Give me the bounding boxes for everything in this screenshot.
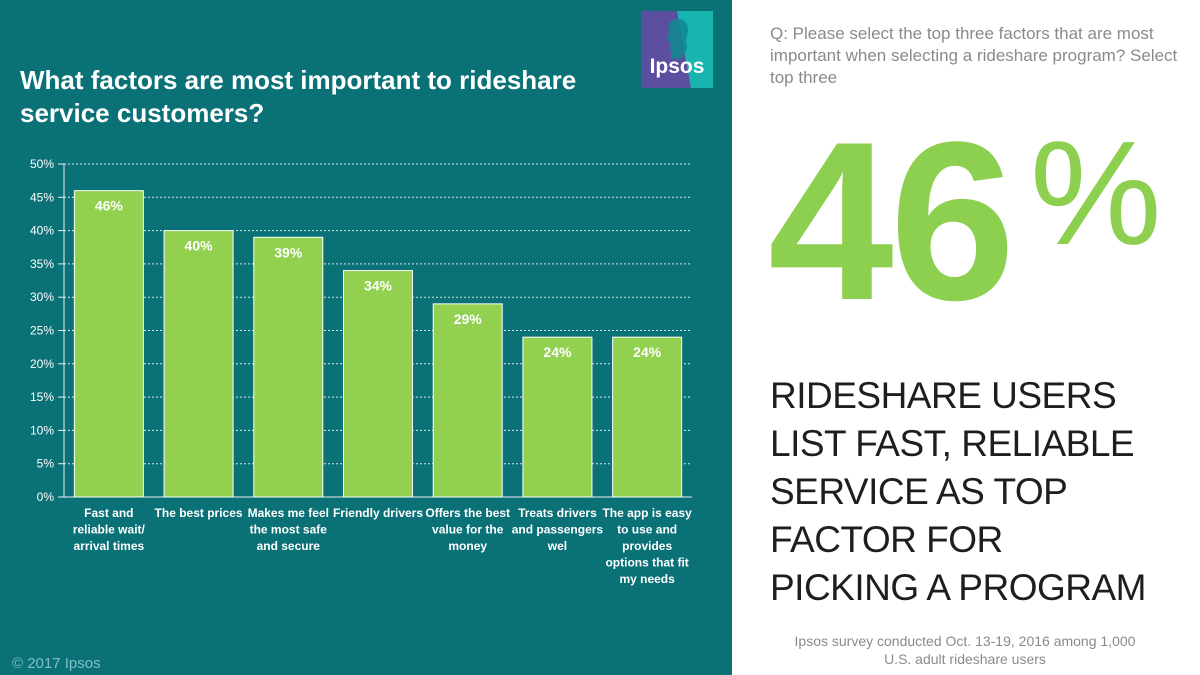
x-category-label: Makes me feel the most safe and secure	[248, 506, 329, 553]
key-statistic-percent: %	[1030, 111, 1162, 276]
chart-title: What factors are most important to rides…	[20, 65, 577, 128]
x-category-line: Makes me feel	[248, 506, 329, 520]
headline-line: SERVICE AS TOP	[770, 471, 1068, 512]
bar	[343, 270, 413, 498]
x-category-line: Treats drivers	[518, 506, 597, 520]
data-label: 29%	[454, 311, 483, 327]
x-category-line: options that fit	[605, 556, 688, 570]
x-category-line: Fast and	[84, 506, 133, 520]
y-tick-label: 50%	[30, 157, 54, 171]
y-tick-label: 40%	[30, 224, 54, 238]
data-label: 46%	[95, 198, 124, 214]
x-category-label: The app is easy to use and provides options…	[602, 506, 692, 586]
x-category-line: the most safe	[250, 523, 328, 537]
x-category-line: and secure	[257, 539, 321, 553]
x-category-line: wel	[547, 539, 567, 553]
bar	[253, 236, 324, 498]
copyright: © 2017 Ipsos	[12, 655, 101, 672]
x-category-line: and passengers	[512, 523, 604, 537]
x-category-line: The app is easy	[602, 506, 692, 520]
x-category-label: Friendly drivers	[333, 506, 423, 520]
bar	[73, 190, 144, 498]
ipsos-logo: Ipsos	[641, 11, 713, 88]
y-tick-label: 45%	[30, 190, 54, 204]
data-label: 39%	[274, 244, 303, 260]
x-category-line: my needs	[619, 572, 675, 586]
headline-line: FACTOR FOR	[770, 519, 1003, 560]
bar	[612, 336, 683, 498]
x-category-label: Offers the best value for the money	[425, 506, 510, 553]
y-tick-label: 25%	[30, 324, 54, 338]
x-category-line: value for the	[432, 523, 504, 537]
bars	[73, 190, 683, 498]
x-category-line: arrival times	[73, 539, 144, 553]
x-category-label: Treats drivers and passengers wel	[512, 506, 604, 553]
x-category-label: Fast and reliable wait/arrival times	[73, 506, 146, 553]
y-axis-ticks: 0% 5% 10% 15% 20% 25% 30% 35% 40% 45% 50%	[30, 157, 54, 504]
y-tick-label: 30%	[30, 290, 54, 304]
x-category-line: The best prices	[155, 506, 243, 520]
survey-footnote: Ipsos survey conducted Oct. 13-19, 2016 …	[794, 633, 1136, 667]
data-labels: 46% 40% 39% 34% 29% 24% 24%	[95, 198, 662, 361]
y-tick-label: 35%	[30, 257, 54, 271]
data-label: 24%	[633, 344, 662, 360]
x-category-line: Friendly drivers	[333, 506, 423, 520]
data-label: 34%	[364, 278, 393, 294]
data-label: 40%	[185, 238, 214, 254]
chart-panel: What factors are most important to rides…	[0, 0, 732, 675]
bar-chart: 0% 5% 10% 15% 20% 25% 30% 35% 40% 45% 50% 46% 40% 39…	[30, 157, 692, 586]
x-category-line: provides	[622, 539, 672, 553]
x-axis-categories: Fast and reliable wait/arrival times The b…	[73, 506, 692, 586]
headline: RIDESHARE USERS LIST FAST, RELIABLE SERVIC…	[770, 372, 1190, 612]
y-tick-label: 15%	[30, 390, 54, 404]
y-tick-label: 0%	[37, 490, 55, 504]
survey-question: Q: Please select the top three factors t…	[770, 24, 1178, 87]
x-category-line: reliable wait/	[73, 523, 146, 537]
x-category-line: Offers the best	[425, 506, 510, 520]
data-label: 24%	[543, 344, 572, 360]
headline-line: LIST FAST, RELIABLE	[770, 423, 1135, 464]
bar	[163, 230, 234, 498]
y-tick-label: 10%	[30, 423, 54, 437]
summary-panel	[732, 0, 1200, 675]
ipsos-logo-mark	[641, 11, 713, 88]
x-category-line: money	[448, 539, 487, 553]
bar	[432, 303, 503, 498]
logo-text: Ipsos	[649, 55, 705, 78]
key-statistic: 46	[768, 94, 1015, 347]
y-tick-label: 5%	[37, 457, 55, 471]
headline-line: PICKING A PROGRAM	[770, 567, 1146, 608]
headline-line: RIDESHARE USERS	[770, 375, 1117, 416]
y-tick-label: 20%	[30, 357, 54, 371]
x-category-label: The best prices	[155, 506, 243, 520]
x-category-line: to use and	[617, 523, 677, 537]
bar	[522, 336, 593, 498]
